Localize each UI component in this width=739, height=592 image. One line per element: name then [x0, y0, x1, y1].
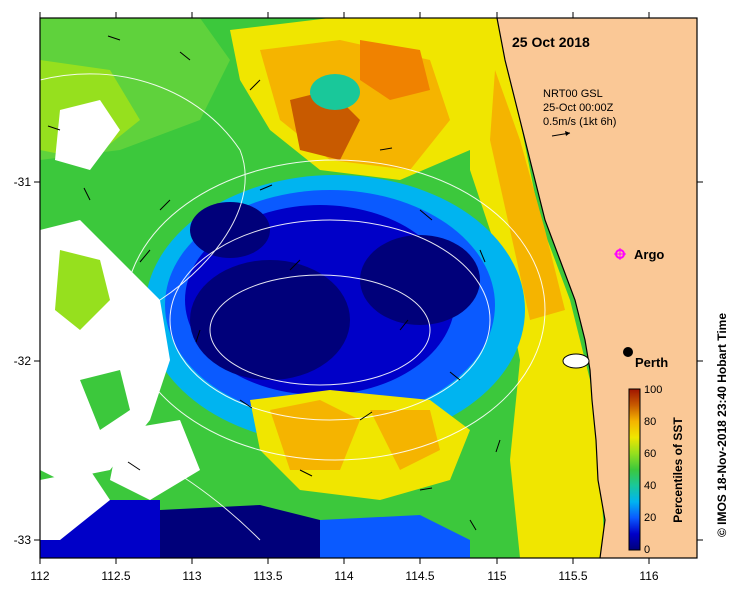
x-tick-label: 112.5 [101, 569, 130, 583]
plot-frame [39, 17, 698, 559]
x-tick-label: 115 [487, 569, 506, 583]
current-time-label: 25-Oct 00:00Z [543, 102, 614, 114]
land-mass [497, 18, 697, 558]
colorbar-tick-label: 0 [644, 544, 650, 556]
ssh-contours [40, 73, 546, 541]
date-title: 25 Oct 2018 [512, 34, 590, 50]
x-tick-label: 114 [334, 569, 353, 583]
x-tick-marks [39, 12, 650, 564]
perth-marker-icon [623, 347, 633, 357]
x-tick-label: 115.5 [558, 569, 587, 583]
x-tick-label: 116 [639, 569, 658, 583]
rottnest-island [562, 353, 590, 369]
scale-arrow-icon [551, 131, 571, 137]
argo-label: Argo [634, 247, 664, 262]
x-tick-label: 114.5 [405, 569, 434, 583]
argo-marker-icon [614, 248, 626, 260]
current-vectors [47, 35, 501, 531]
y-tick-label: -33 [14, 533, 32, 547]
y-tick-label: -32 [14, 354, 32, 368]
perth-label: Perth [635, 355, 668, 370]
colorbar [628, 388, 641, 551]
y-tick-label: -31 [14, 175, 32, 189]
colorbar-tick-label: 100 [644, 384, 662, 396]
current-scale-label: 0.5m/s (1kt 6h) [543, 116, 616, 128]
current-source-label: NRT00 GSL [543, 88, 603, 100]
x-tick-label: 113 [182, 569, 201, 583]
credit-text: © IMOS 18-Nov-2018 23:40 Hobart Time [715, 313, 729, 537]
colorbar-tick-label: 20 [644, 512, 656, 524]
y-tick-marks [34, 181, 703, 541]
coastline [496, 17, 606, 559]
x-tick-label: 112 [30, 569, 49, 583]
colorbar-tick-label: 60 [644, 448, 656, 460]
x-tick-label: 113.5 [253, 569, 282, 583]
colorbar-title: Percentiles of SST [671, 417, 685, 523]
colorbar-tick-label: 40 [644, 480, 656, 492]
colorbar-tick-label: 80 [644, 416, 656, 428]
